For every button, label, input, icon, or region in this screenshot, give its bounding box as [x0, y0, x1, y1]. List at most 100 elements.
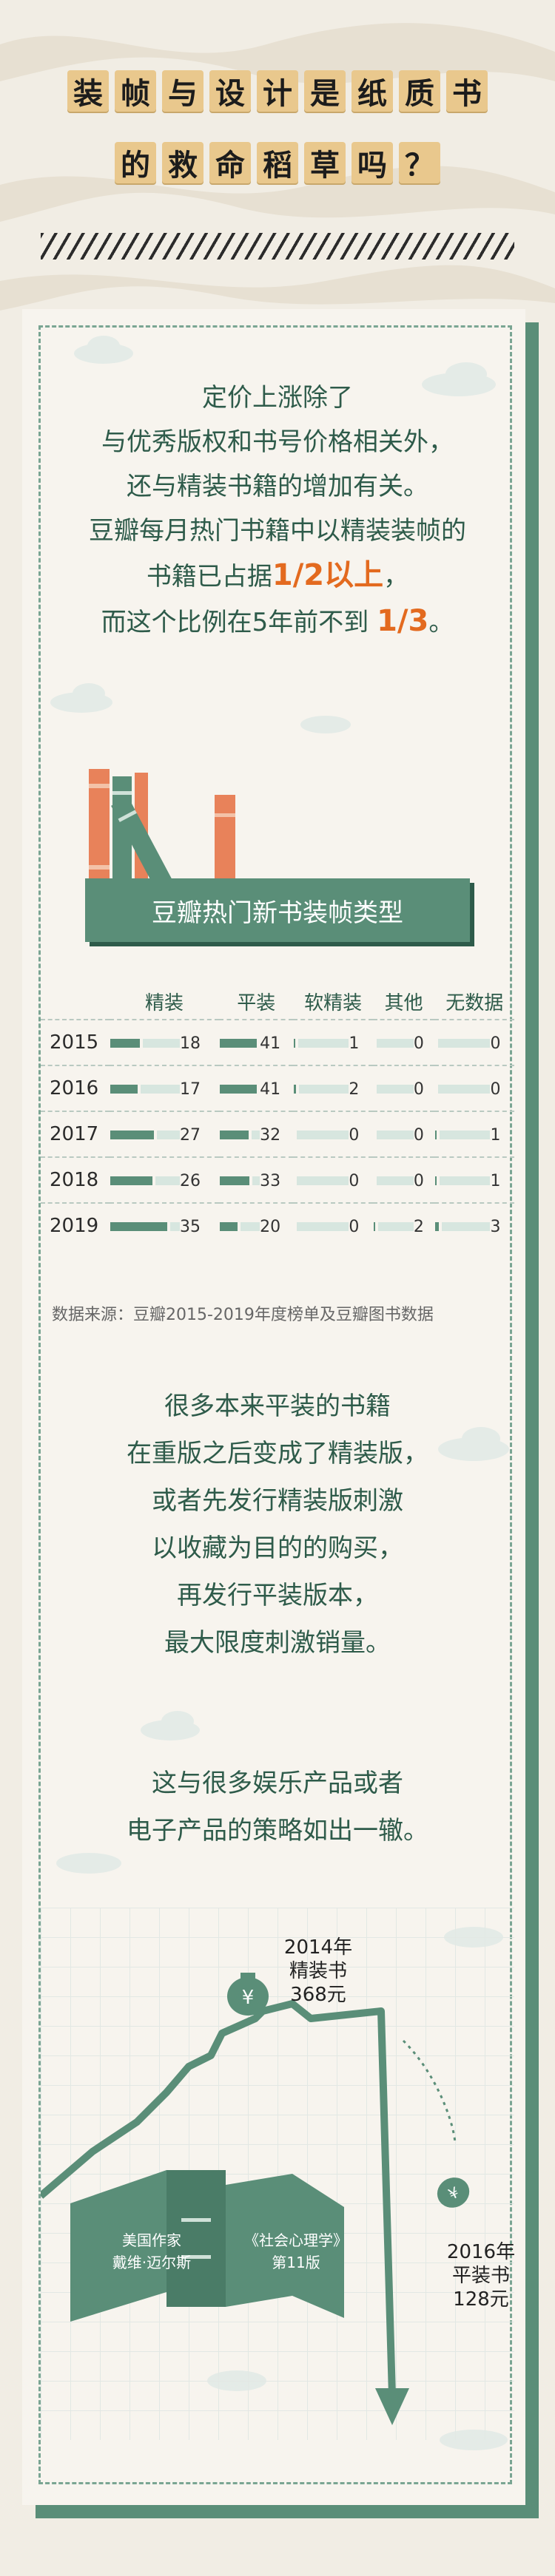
value-track: [252, 1176, 260, 1185]
table-cell: 27: [110, 1111, 219, 1157]
value-number: 35: [180, 1218, 201, 1236]
value-track: [377, 1176, 414, 1185]
value-number: 0: [414, 1126, 424, 1145]
title-char: 纸: [352, 70, 393, 112]
hatch-divider: [41, 233, 514, 260]
table-cell: 20: [219, 1203, 293, 1248]
title-char: 吗: [352, 142, 393, 183]
title-char: 稻: [257, 142, 298, 183]
intro-line: 书籍已占据1/2以上，: [41, 553, 514, 599]
book-left-cover: 美国作家 戴维·迈尔斯: [107, 2229, 196, 2274]
price-line: 2014年: [270, 1936, 366, 1959]
chart-banner: 豆瓣热门新书装帧类型: [85, 878, 470, 942]
value-bar: [110, 1085, 138, 1094]
binding-type-table: 精装 平装 软精装 其他 无数据 2015 18 41 1 0 0 2016 17 41 2 0 0 2…: [41, 983, 514, 1248]
table-row: 2016 17 41 2 0 0: [41, 1065, 514, 1111]
value-track: [143, 1039, 180, 1048]
value-bar: [220, 1176, 249, 1185]
title-char: 书: [446, 70, 488, 112]
price-low-label: 2016年 平装书 128元: [433, 2240, 529, 2311]
value-track: [440, 1131, 490, 1139]
body-line: 很多本来平装的书籍: [41, 1383, 514, 1430]
value-bar: [220, 1085, 257, 1094]
table-row: 2018 26 33 0 0 1: [41, 1157, 514, 1203]
svg-text:¥: ¥: [242, 1987, 255, 2009]
table-cell: 0: [373, 1111, 435, 1157]
title-char: ？: [399, 142, 440, 183]
table-header: 精装: [110, 983, 219, 1020]
price-line: 368元: [270, 1983, 366, 2007]
books-illustration: [81, 762, 259, 887]
value-number: 20: [260, 1218, 280, 1236]
table-cell: 0: [373, 1020, 435, 1065]
intro-text: 。: [428, 608, 454, 637]
book-title-line: 《社会心理学》: [244, 2229, 348, 2251]
table-cell: 2: [293, 1065, 372, 1111]
book-title-line: 第11版: [244, 2251, 348, 2274]
table-header: 平装: [219, 983, 293, 1020]
value-track: [298, 1039, 349, 1048]
intro-line: 而这个比例在5年前不到 1/3。: [41, 599, 514, 645]
value-number: 17: [180, 1080, 201, 1099]
value-number: 2: [349, 1080, 359, 1099]
title-char: 与: [162, 70, 204, 112]
table-row: 2015 18 41 1 0 0: [41, 1020, 514, 1065]
title-char: 草: [304, 142, 346, 183]
value-track: [442, 1222, 490, 1231]
value-track: [377, 1039, 414, 1048]
title-char: 命: [209, 142, 251, 183]
table-cell: 0: [434, 1065, 514, 1111]
body-paragraph-2: 很多本来平装的书籍 在重版之后变成了精装版， 或者先发行精装版刺激 以收藏为目的…: [41, 1383, 514, 1667]
title-char: 救: [162, 142, 204, 183]
body-line: 以收藏为目的的购买，: [41, 1525, 514, 1572]
value-number: 1: [490, 1126, 500, 1145]
value-number: 0: [490, 1080, 500, 1099]
price-high-label: 2014年 精装书 368元: [270, 1936, 366, 2007]
book-right-cover: 《社会心理学》 第11版: [244, 2229, 348, 2274]
price-line: 128元: [433, 2288, 529, 2311]
body-line: 这与很多娱乐产品或者: [41, 1760, 514, 1807]
table-cell: 0: [293, 1157, 372, 1203]
value-track: [297, 1131, 349, 1139]
table-header-empty: [41, 983, 110, 1020]
table-cell: 3: [434, 1203, 514, 1248]
value-number: 0: [490, 1034, 500, 1053]
value-track: [378, 1222, 414, 1231]
book-author-line: 美国作家: [107, 2229, 196, 2251]
value-number: 0: [349, 1172, 359, 1190]
intro-text: 而这个比例在5年前不到: [101, 608, 377, 637]
highlight-half: 1/2以上: [272, 558, 383, 592]
price-line: 精装书: [270, 1959, 366, 1983]
value-number: 26: [180, 1172, 201, 1190]
value-track: [438, 1039, 490, 1048]
intro-text: 书籍已占据: [147, 562, 272, 592]
body-line: 最大限度刺激销量。: [41, 1619, 514, 1667]
body-line: 在重版之后变成了精装版，: [41, 1430, 514, 1477]
table-cell: 0: [373, 1157, 435, 1203]
intro-text: ，: [383, 562, 408, 592]
value-number: 3: [490, 1218, 500, 1236]
table-header: 无数据: [434, 983, 514, 1020]
table-cell: 1: [434, 1111, 514, 1157]
value-number: 0: [349, 1218, 359, 1236]
value-track: [297, 1222, 349, 1231]
table-cell: 0: [434, 1020, 514, 1065]
value-number: 0: [414, 1034, 424, 1053]
value-number: 32: [260, 1126, 280, 1145]
value-bar: [110, 1039, 140, 1048]
table-cell: 0: [373, 1065, 435, 1111]
intro-line: 还与精装书籍的增加有关。: [41, 464, 514, 509]
table-year: 2016: [41, 1065, 110, 1111]
value-number: 0: [414, 1172, 424, 1190]
table-cell: 32: [219, 1111, 293, 1157]
value-track: [240, 1222, 260, 1231]
table-row: 2019 35 20 0 2 3: [41, 1203, 514, 1248]
title-line-2: 的 救 命 稻 草 吗 ？: [0, 142, 555, 183]
title-char: 是: [304, 70, 346, 112]
value-track: [170, 1222, 180, 1231]
value-number: 18: [180, 1034, 201, 1053]
body-line: 再发行平装版本，: [41, 1572, 514, 1619]
intro-line: 豆瓣每月热门书籍中以精装装帧的: [41, 509, 514, 553]
title-char: 装: [67, 70, 109, 112]
table-body: 2015 18 41 1 0 0 2016 17 41 2 0 0 2017 27 32 0 0 1 2018 26 3…: [41, 1020, 514, 1248]
